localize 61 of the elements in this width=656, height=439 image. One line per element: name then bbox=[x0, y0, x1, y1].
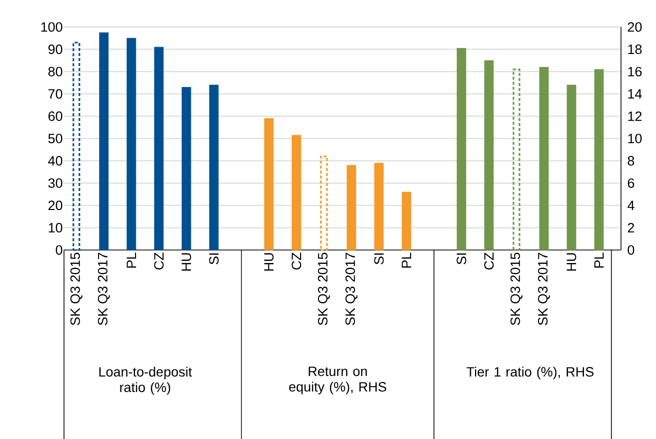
x-tick-label: SK Q3 2017 bbox=[538, 252, 550, 325]
y-tick-label: 50 bbox=[48, 134, 62, 144]
x-tick-label: PL bbox=[594, 252, 604, 268]
bar bbox=[539, 66, 549, 250]
y2-tick-label: 20 bbox=[628, 22, 642, 32]
bar bbox=[566, 84, 576, 250]
x-tick-label: CZ bbox=[154, 252, 164, 270]
text: Return on equity (%), RHS bbox=[289, 366, 386, 394]
y-tick-label: 70 bbox=[48, 88, 62, 98]
y2-tick-label: 8 bbox=[628, 156, 634, 166]
x-tick-label: SK Q3 2015 bbox=[510, 252, 522, 325]
y-tick-label: 0 bbox=[56, 245, 62, 255]
y2-tick-label: 2 bbox=[628, 222, 634, 232]
y-tick-label: 20 bbox=[48, 200, 62, 210]
bar bbox=[346, 164, 356, 250]
bar bbox=[320, 155, 328, 251]
bar bbox=[374, 162, 384, 250]
bar bbox=[594, 68, 604, 250]
x-tick-label: HU bbox=[264, 253, 274, 270]
x-tick-label: PL bbox=[126, 252, 136, 268]
bar bbox=[456, 48, 466, 250]
y2-tick-label: 16 bbox=[628, 66, 642, 76]
y-tick-label: 90 bbox=[48, 44, 62, 54]
bar bbox=[292, 134, 302, 250]
x-tick-label: SK Q3 2015 bbox=[318, 252, 330, 325]
x-tick-label: SK Q3 2017 bbox=[345, 252, 358, 325]
x-tick-label: CZ bbox=[292, 252, 302, 270]
bar bbox=[126, 38, 136, 250]
y-tick-label: 80 bbox=[48, 66, 62, 76]
y-tick-label: 60 bbox=[48, 111, 62, 121]
y-tick-label: 100 bbox=[41, 22, 62, 32]
bar bbox=[209, 84, 219, 250]
y2-tick-label: 14 bbox=[628, 89, 642, 98]
bar bbox=[264, 118, 274, 250]
y2-tick-label: 18 bbox=[628, 44, 642, 54]
x-tick-label: SI bbox=[456, 253, 466, 264]
text: Loan-to-deposit ratio (%) bbox=[99, 366, 192, 395]
bar bbox=[72, 42, 80, 251]
x-tick-label: SI bbox=[374, 253, 384, 264]
y-tick-label: 10 bbox=[48, 222, 62, 232]
x-tick-label: SI bbox=[209, 253, 219, 264]
y2-tick-label: 0 bbox=[628, 245, 634, 255]
y2-tick-label: 6 bbox=[628, 178, 634, 188]
x-tick-label: CZ bbox=[484, 252, 494, 270]
bar bbox=[99, 32, 109, 250]
y-tick-label: 30 bbox=[48, 178, 62, 188]
y2-tick-label: 12 bbox=[628, 111, 642, 121]
bar bbox=[402, 192, 412, 250]
y-tick-label: 40 bbox=[48, 156, 62, 166]
x-tick-label: SK Q3 2015 bbox=[70, 252, 82, 325]
text: Tier 1 ratio (%), RHS bbox=[466, 366, 594, 380]
x-tick-label: PL bbox=[402, 252, 412, 268]
y2-tick-label: 10 bbox=[628, 134, 642, 144]
x-tick-label: HU bbox=[566, 253, 576, 270]
bar bbox=[182, 86, 192, 250]
bar bbox=[154, 46, 164, 250]
x-tick-label: HU bbox=[182, 253, 192, 270]
x-tick-label: SK Q3 2017 bbox=[98, 252, 110, 325]
bar bbox=[512, 68, 520, 251]
bar bbox=[484, 60, 494, 250]
y2-tick-label: 4 bbox=[628, 200, 634, 210]
